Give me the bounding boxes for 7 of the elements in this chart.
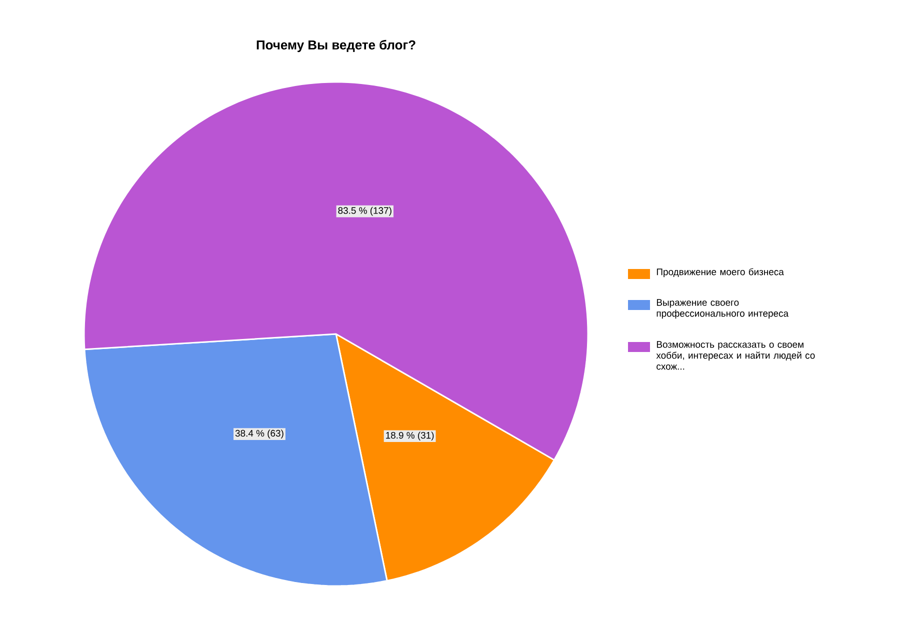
chart-title: Почему Вы ведете блог?	[256, 40, 416, 52]
data-label: 38.4 % (63)	[235, 430, 284, 438]
data-label: 83.5 % (137)	[338, 206, 392, 216]
legend-label: Продвижение моего бизнеса	[656, 268, 784, 278]
data-label: 18.9 % (31)	[386, 432, 434, 441]
legend-label: Выражение своего профессионального интереса	[656, 299, 789, 319]
legend-label: Возможность рассказать о своем хобби, интересах и найти людей со схож...	[656, 341, 815, 370]
